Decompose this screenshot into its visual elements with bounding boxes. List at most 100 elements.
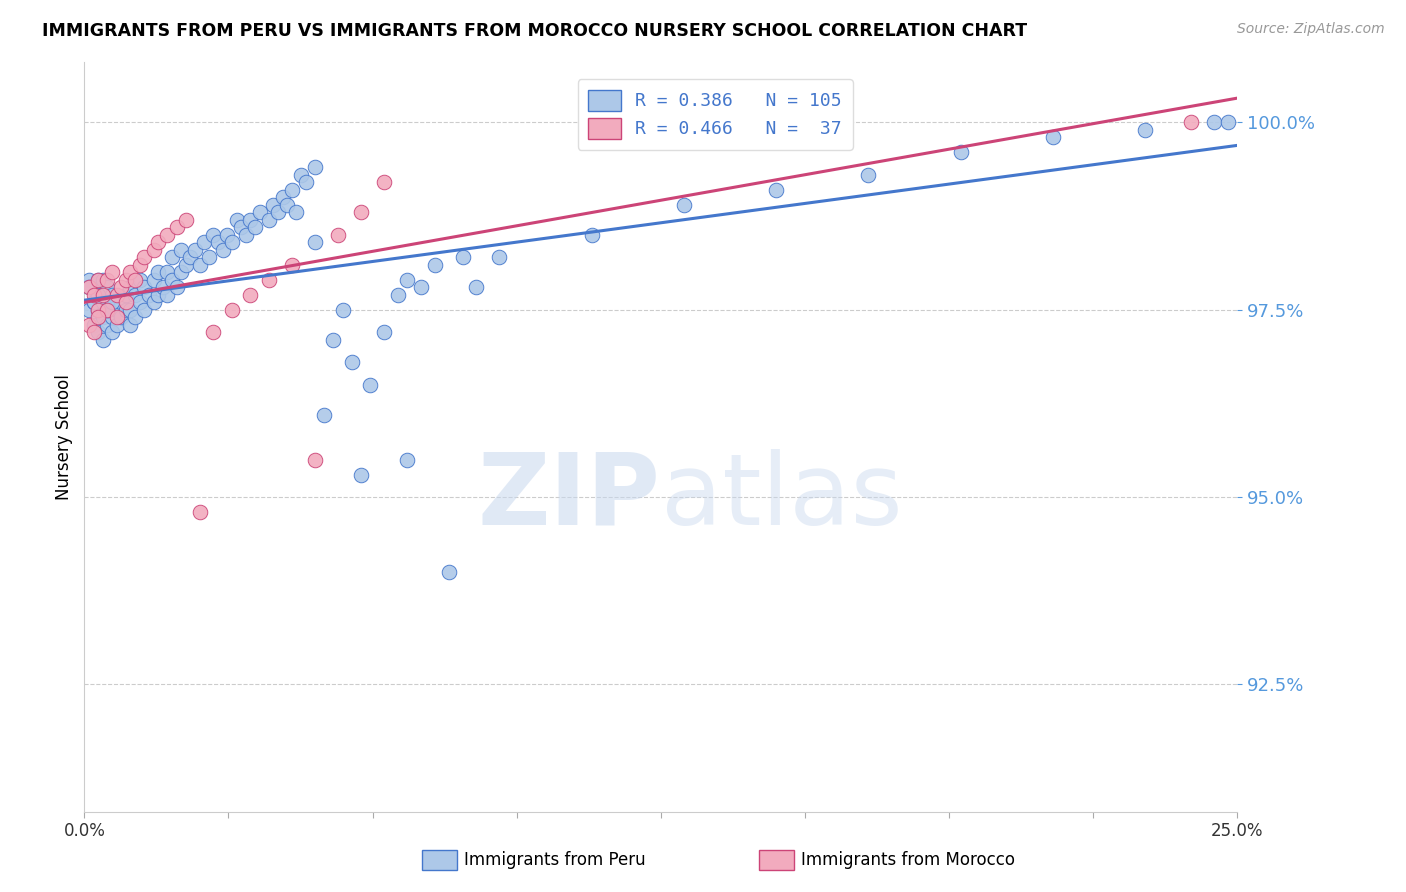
Point (202, 325, 225, 339)
Point (314, 408, 336, 422)
Point (96, 302, 118, 317)
Text: Immigrants from Morocco: Immigrants from Morocco (801, 851, 1015, 869)
Point (350, 467, 373, 482)
Point (1133, 123, 1156, 137)
Point (281, 258, 304, 272)
Point (115, 273, 138, 287)
Point (235, 227, 257, 242)
Point (488, 250, 510, 264)
Point (77, 280, 100, 294)
Point (101, 265, 124, 279)
Point (170, 243, 193, 257)
Point (326, 227, 349, 242)
Point (285, 205, 308, 219)
Point (193, 235, 215, 250)
Point (221, 302, 243, 317)
Point (134, 302, 156, 317)
Point (332, 302, 354, 317)
Point (83, 325, 105, 339)
Point (166, 280, 188, 294)
Point (765, 183, 787, 197)
Point (91, 333, 114, 347)
Point (160, 273, 183, 287)
Point (91, 287, 114, 301)
Text: ZIP: ZIP (478, 449, 661, 546)
Point (77, 280, 100, 294)
Point (1042, 130, 1064, 145)
Point (409, 280, 432, 294)
Point (124, 310, 146, 325)
Point (134, 250, 156, 264)
Point (304, 452, 326, 467)
Point (83, 295, 105, 310)
Point (83, 287, 105, 301)
Point (156, 227, 179, 242)
Point (110, 280, 132, 294)
Point (110, 310, 132, 325)
Point (858, 168, 880, 182)
Point (271, 190, 294, 204)
Point (451, 250, 474, 264)
Point (373, 325, 395, 339)
Point (465, 280, 488, 294)
Point (257, 212, 280, 227)
Point (437, 565, 460, 579)
Point (170, 265, 193, 279)
Point (134, 280, 156, 294)
Point (202, 227, 225, 242)
Point (110, 295, 132, 310)
Point (350, 205, 373, 219)
Point (294, 175, 316, 189)
Point (322, 333, 344, 347)
Point (188, 505, 211, 519)
Point (83, 295, 105, 310)
Point (96, 302, 118, 317)
Point (101, 310, 124, 325)
Point (184, 243, 207, 257)
Point (396, 452, 419, 467)
Point (340, 355, 363, 369)
Point (87, 325, 110, 339)
Point (152, 280, 174, 294)
Point (87, 273, 110, 287)
Point (225, 212, 247, 227)
Point (160, 250, 183, 264)
Point (1216, 115, 1239, 129)
Point (257, 273, 280, 287)
Point (581, 227, 603, 242)
Point (373, 175, 395, 189)
Point (77, 318, 100, 332)
Point (138, 287, 160, 301)
Text: IMMIGRANTS FROM PERU VS IMMIGRANTS FROM MOROCCO NURSERY SCHOOL CORRELATION CHART: IMMIGRANTS FROM PERU VS IMMIGRANTS FROM … (42, 22, 1028, 40)
Point (156, 287, 179, 301)
Point (217, 227, 239, 242)
Point (359, 377, 381, 392)
Point (304, 235, 326, 250)
Point (128, 273, 150, 287)
Point (83, 318, 105, 332)
Point (281, 183, 304, 197)
Point (120, 265, 142, 279)
Point (672, 198, 695, 212)
Point (96, 318, 118, 332)
Point (101, 325, 124, 339)
Point (105, 287, 128, 301)
Text: atlas: atlas (661, 449, 903, 546)
Point (949, 145, 972, 160)
Point (262, 198, 284, 212)
Point (142, 295, 165, 310)
Point (91, 295, 114, 310)
Point (91, 310, 114, 325)
Point (115, 302, 138, 317)
Point (87, 287, 110, 301)
Point (166, 220, 188, 235)
Point (396, 273, 419, 287)
Point (290, 168, 312, 182)
Point (105, 310, 128, 325)
Point (211, 243, 233, 257)
Point (124, 273, 146, 287)
Point (128, 258, 150, 272)
Point (174, 212, 197, 227)
Point (142, 243, 165, 257)
Point (128, 295, 150, 310)
